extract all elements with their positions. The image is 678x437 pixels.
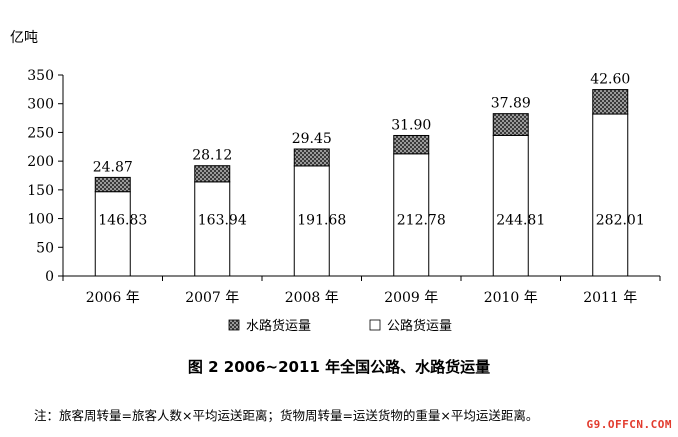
data-label-road: 282.01 <box>596 213 645 229</box>
legend-label-road: 公路货运量 <box>387 318 452 334</box>
watermark: G9.OFFCN.COM <box>586 418 672 431</box>
chart-title: 图 2 2006~2011 年全国公路、水路货运量 <box>187 358 491 376</box>
bar-road <box>194 181 231 277</box>
x-tick-label: 2007 年 <box>185 290 239 306</box>
footnote: 注：旅客周转量=旅客人数×平均运送距离；货物周转量=运送货物的重量×平均运送距离… <box>34 408 539 423</box>
legend-swatch-road <box>369 319 381 331</box>
data-label-road: 146.83 <box>98 213 147 229</box>
data-label-water: 24.87 <box>93 159 133 175</box>
y-tick-label: 250 <box>27 125 54 141</box>
legend-swatch-water <box>228 319 240 331</box>
bars <box>94 89 629 277</box>
legend: 水路货运量 公路货运量 <box>228 318 452 334</box>
legend-label-water: 水路货运量 <box>246 318 311 334</box>
y-tick-label: 350 <box>27 68 54 84</box>
y-tick-label: 50 <box>36 240 54 256</box>
bar-water <box>293 148 330 167</box>
bar-road <box>94 191 131 277</box>
y-tick-label: 0 <box>45 269 54 285</box>
y-axis-label: 亿吨 <box>10 30 38 46</box>
bar-water <box>492 113 529 136</box>
x-tick-label: 2006 年 <box>86 290 140 306</box>
bar-road <box>492 134 529 277</box>
bar-water <box>194 165 231 183</box>
data-label-road: 212.78 <box>397 213 446 229</box>
data-label-water: 42.60 <box>590 72 630 88</box>
y-tick-label: 300 <box>27 97 54 113</box>
bar-water <box>592 89 629 115</box>
y-axis: 0 50 100 150 200 250 300 350 <box>27 68 64 285</box>
bar-water <box>393 134 430 155</box>
x-tick-label: 2010 年 <box>484 290 538 306</box>
x-tick-label: 2011 年 <box>583 290 637 306</box>
bar-road <box>592 113 629 277</box>
data-label-road: 163.94 <box>198 213 247 229</box>
data-label-water: 29.45 <box>292 131 332 147</box>
bar-road <box>393 153 430 277</box>
y-tick-label: 150 <box>27 183 54 199</box>
data-label-water: 31.90 <box>391 117 431 133</box>
data-label-water: 37.89 <box>491 96 531 112</box>
x-axis: 2006 年 2007 年 2008 年 2009 年 2010 年 2011 年 <box>62 275 661 306</box>
bar-water <box>94 176 131 193</box>
data-label-road: 244.81 <box>496 213 545 229</box>
bar-road <box>293 165 330 277</box>
data-label-water: 28.12 <box>192 148 232 164</box>
x-tick-label: 2009 年 <box>384 290 438 306</box>
y-tick-label: 100 <box>27 212 54 228</box>
y-tick-label: 200 <box>27 154 54 170</box>
data-label-road: 191.68 <box>297 213 346 229</box>
data-labels: 24.87 146.83 28.12 163.94 29.45 191.68 31.90 21… <box>93 72 645 229</box>
x-tick-label: 2008 年 <box>285 290 339 306</box>
